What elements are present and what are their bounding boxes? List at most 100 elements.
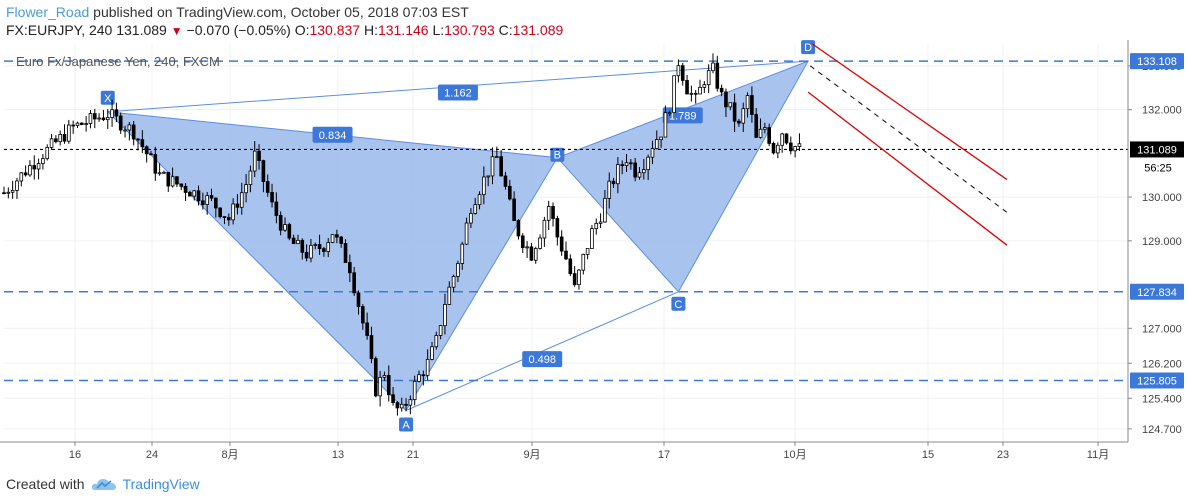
candle-body [300, 239, 305, 253]
candle-body [719, 87, 724, 93]
candle-body [551, 206, 555, 219]
candle-body [412, 381, 417, 401]
candle-body [689, 92, 694, 95]
candle-body [706, 70, 711, 86]
candle-body [140, 139, 145, 148]
candle-body [313, 244, 318, 246]
candle-body [469, 213, 473, 224]
candle-body [153, 154, 158, 174]
candle-body [408, 399, 413, 406]
candle-body [239, 192, 244, 208]
candle-body [776, 144, 780, 154]
candle-body [54, 138, 58, 143]
candle-body [183, 185, 188, 193]
time-axis[interactable]: 16 24 8月 13 21 9月 17 10月 15 23 11月 [0, 441, 1128, 461]
candle-body [603, 197, 607, 223]
candle-body [214, 197, 218, 209]
candle-body [737, 120, 741, 124]
candle-body [629, 162, 633, 165]
candle-body [650, 148, 655, 158]
candle-body [110, 109, 114, 118]
ratio-label: 0.834 [319, 130, 347, 142]
candle-body [529, 246, 534, 261]
candle-body [92, 113, 97, 120]
point-label-x: X [104, 93, 112, 105]
candle-body [62, 134, 67, 142]
candle-body [188, 192, 192, 197]
candle-body [373, 358, 378, 397]
candle-body [19, 172, 24, 182]
candle-body [10, 190, 15, 193]
candle-body [715, 62, 720, 89]
candle-body [175, 176, 179, 185]
candle-body [499, 156, 503, 177]
candle-body [88, 113, 93, 124]
candle-body [218, 207, 222, 217]
candle-body [741, 108, 746, 124]
price-tick-label: 130.000 [1142, 192, 1182, 204]
candle-body [244, 184, 248, 194]
candle-body [728, 102, 733, 108]
candle-body [179, 183, 184, 187]
candle-body [555, 218, 560, 238]
candle-body [136, 138, 140, 141]
point-label-c: C [674, 299, 682, 311]
candle-body [205, 195, 209, 206]
candle-body [702, 84, 707, 88]
chart-title: Euro Fx/Japanese Yen, 240, FXCM [16, 54, 220, 69]
candle-body [620, 164, 625, 167]
level-price-label: 125.805 [1137, 376, 1177, 388]
candle-body [516, 220, 521, 237]
candle-body [352, 272, 356, 294]
candle-body [291, 237, 296, 245]
time-tick-label: 10月 [783, 449, 806, 461]
candle-body [101, 117, 106, 121]
candle-body [123, 129, 127, 132]
candle-body [2, 192, 6, 195]
candle-body [607, 180, 612, 199]
time-tick-label: 24 [146, 449, 158, 461]
candle-body [767, 127, 771, 144]
price-channel [807, 43, 1008, 246]
candle-body [131, 124, 136, 140]
candle-body [520, 235, 525, 248]
candle-body [546, 206, 551, 221]
candle-body [309, 245, 313, 259]
time-tick-label: 15 [922, 449, 934, 461]
ratio-badge [522, 351, 563, 368]
candle-body [23, 172, 28, 176]
candle-body [572, 273, 577, 286]
candle-body [456, 263, 460, 277]
candle-body [512, 198, 516, 221]
candle-body [667, 112, 672, 115]
author-link[interactable]: Flower_Road [6, 4, 90, 20]
candle-body [754, 114, 759, 138]
time-tick-label: 17 [658, 449, 670, 461]
candle-body [84, 123, 88, 125]
point-label-d: D [804, 42, 812, 54]
candle-body [732, 102, 737, 122]
candle-body [248, 170, 253, 185]
point-badge-x [100, 90, 115, 105]
candle-body [590, 228, 594, 249]
candle-body [235, 203, 240, 208]
candle-body [6, 191, 11, 194]
tradingview-brand-link[interactable]: TradingView [122, 476, 200, 492]
candle-body [581, 253, 586, 271]
level-price-badge [1130, 283, 1184, 300]
price-tick-label: 126.200 [1142, 358, 1182, 370]
candle-body [425, 358, 430, 376]
candle-body [166, 171, 171, 187]
time-tick-label: 21 [407, 449, 419, 461]
candle-body [637, 172, 642, 178]
candle-body [624, 162, 629, 166]
price-axis[interactable]: 133.000132.000130.000129.000127.000126.2… [1127, 40, 1188, 462]
candle-body [404, 403, 408, 406]
harmonic-pattern: X A B C D 1.162 0.834 1.789 0.498 [100, 40, 816, 432]
candle-body [797, 143, 802, 148]
candle-body [287, 224, 292, 239]
candle-body [67, 124, 71, 142]
candle-body [417, 374, 421, 382]
candle-body [296, 239, 300, 245]
